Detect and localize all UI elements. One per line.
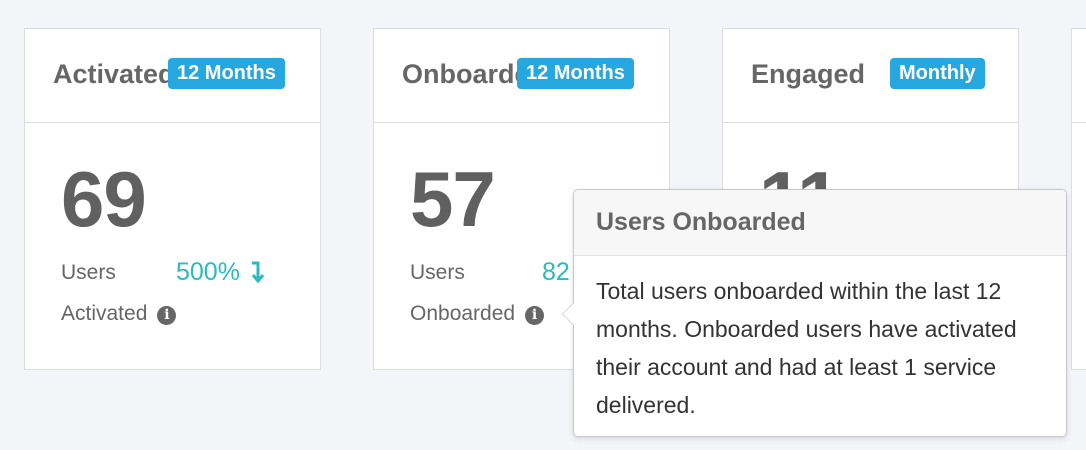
tooltip-title: Users Onboarded: [574, 190, 1066, 256]
activated-card-title: Activated: [53, 59, 175, 89]
activated-card-header: Activated 12 Months: [25, 29, 320, 123]
activated-change-value: 500%: [176, 258, 240, 286]
next-card: [1071, 28, 1086, 370]
tooltip-body: Total users onboarded within the last 12…: [596, 278, 1017, 418]
onboarded-count: 57: [410, 155, 496, 243]
activated-label-activated: Activated i: [61, 302, 177, 326]
arrow-down-icon: [251, 261, 265, 284]
onboarded-label-text: Onboarded: [410, 302, 516, 325]
info-icon[interactable]: i: [157, 306, 177, 325]
info-icon[interactable]: i: [525, 306, 545, 325]
onboarded-period-badge: 12 Months: [517, 58, 634, 89]
users-onboarded-tooltip: Users Onboarded Total users onboarded wi…: [562, 189, 1067, 437]
engaged-card-header: Engaged Monthly: [723, 29, 1018, 123]
onboarded-card-header: Onboarded 12 Months: [374, 29, 669, 123]
tooltip-arrow-inner: [563, 303, 574, 325]
activated-label-text: Activated: [61, 302, 148, 325]
onboarded-label-users: Users: [410, 261, 465, 284]
onboarded-change-value: 82: [542, 258, 570, 286]
engaged-period-badge: Monthly: [890, 58, 985, 89]
engaged-card-title: Engaged: [751, 59, 866, 89]
activated-count: 69: [61, 155, 147, 243]
activated-label-users: Users: [61, 261, 116, 284]
onboarded-label-onboarded: Onboarded i: [410, 302, 545, 326]
activated-card: Activated 12 Months 69 Users 500% Activa…: [24, 28, 321, 370]
activated-change: 500%: [176, 258, 266, 287]
onboarded-change: 82: [542, 258, 570, 287]
activated-period-badge: 12 Months: [168, 58, 285, 89]
next-card-header: [1072, 29, 1086, 123]
